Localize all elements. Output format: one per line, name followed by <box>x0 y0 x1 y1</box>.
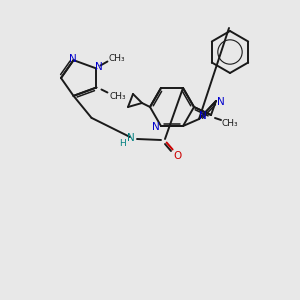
Text: N: N <box>217 97 225 107</box>
Text: N: N <box>69 54 76 64</box>
Text: N: N <box>94 62 102 73</box>
Text: O: O <box>173 151 181 161</box>
Text: N: N <box>152 122 160 132</box>
Text: CH₃: CH₃ <box>108 54 125 63</box>
Text: N: N <box>127 133 135 143</box>
Text: CH₃: CH₃ <box>109 92 126 101</box>
Text: CH₃: CH₃ <box>222 119 238 128</box>
Text: N: N <box>199 111 207 121</box>
Text: H: H <box>120 139 126 148</box>
